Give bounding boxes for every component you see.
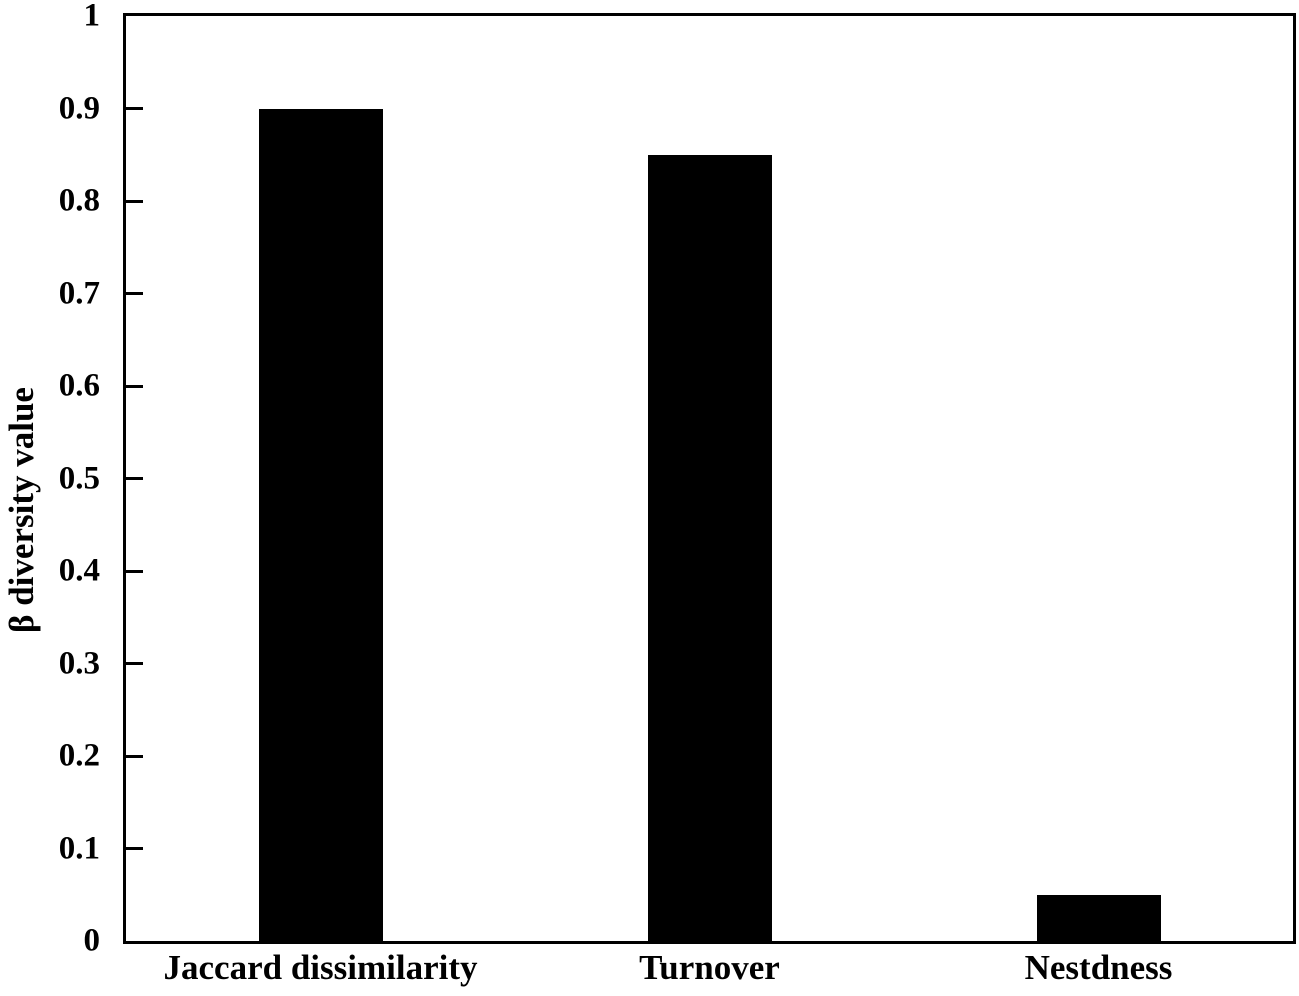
y-axis-tick-label: 0.3 — [58, 645, 100, 681]
x-category-label: Jaccard dissimilarity — [163, 948, 478, 987]
y-axis-tick-labels: 1 0.9 0.8 0.7 0.6 0.5 0.4 0.3 0.2 0.1 0 — [0, 0, 100, 957]
y-axis-tick-mark — [126, 199, 143, 203]
y-axis-tick-mark — [126, 477, 143, 480]
y-axis-tick-label: 0.7 — [58, 275, 100, 311]
bar-turnover — [647, 154, 772, 941]
y-axis-tick-label: 0.9 — [58, 90, 100, 126]
y-axis-tick-label: 0.2 — [58, 737, 100, 774]
y-axis-tick-label: 0.8 — [58, 182, 100, 219]
bar-nestdness — [1036, 894, 1161, 941]
y-axis-tick-label: 0.6 — [58, 367, 100, 404]
y-axis-tick-label: 0.4 — [58, 552, 100, 589]
y-axis-tick-mark — [126, 107, 143, 110]
x-axis-category-labels: Jaccard dissimilarity Turnover Nestdness — [123, 950, 1296, 994]
y-axis-tick-label: 0 — [83, 922, 101, 959]
y-axis-tick-mark — [126, 847, 143, 850]
y-axis-tick-mark — [126, 754, 143, 758]
y-axis-tick-label: 1 — [83, 0, 101, 34]
plot-area — [123, 13, 1296, 944]
bar-jaccard-dissimilarity — [258, 108, 383, 941]
y-axis-tick-mark — [126, 569, 143, 573]
y-axis-tick-label: 0.1 — [58, 830, 100, 866]
x-category-label: Nestdness — [1024, 948, 1173, 987]
x-category-label: Turnover — [639, 948, 780, 987]
y-axis-tick-mark — [126, 292, 143, 295]
y-axis-tick-label: 0.5 — [58, 460, 100, 496]
y-axis-tick-mark — [126, 384, 143, 388]
y-axis-tick-mark — [126, 662, 143, 665]
